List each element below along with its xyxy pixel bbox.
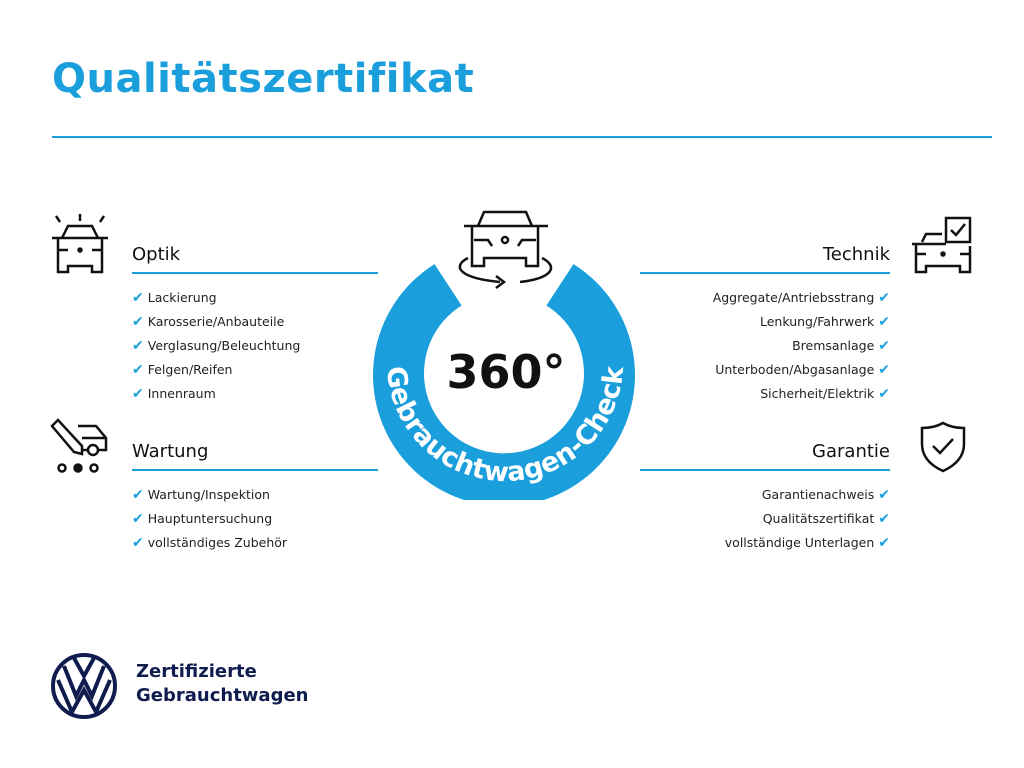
check-icon: ✔ [878,290,890,306]
list-item: ✔ Hauptuntersuchung [132,511,273,527]
car-checklist-icon [912,216,972,274]
check-icon: ✔ [878,362,890,378]
list-item: ✔ vollständiges Zubehör [132,535,288,551]
section-heading: Wartung [132,441,209,462]
check-icon: ✔ [878,338,890,354]
car-lights-icon [52,214,108,274]
section-heading: Optik [132,244,181,265]
360-check-badge: Gebrauchtwagen-Check 360° [373,210,635,500]
page-title: Qualitätszertifikat [52,56,475,102]
section-divider [132,469,378,471]
list-item: Bremsanlage ✔ [792,338,890,354]
badge-360-label: 360° [446,345,565,399]
list-item: Lenkung/Fahrwerk ✔ [760,314,890,330]
section-heading: Garantie [812,441,890,462]
check-icon: ✔ [878,511,890,527]
brand-text: Zertifizierte Gebrauchtwagen [136,661,309,706]
check-icon: ✔ [878,487,890,503]
section-divider [640,272,890,274]
check-icon: ✔ [132,487,144,503]
section-optik: Optik ✔ Lackierung ✔ Karosserie/Anbauteile… [132,242,378,406]
list-item: ✔ Lackierung [132,290,217,306]
check-icon: ✔ [132,314,144,330]
check-icon: ✔ [132,511,144,527]
title-divider [52,136,992,138]
list-item: Sicherheit/Elektrik ✔ [760,386,890,402]
list-item: Aggregate/Antriebsstrang ✔ [712,290,890,306]
check-icon: ✔ [132,290,144,306]
badge-ring [373,264,635,500]
car-service-icon [50,418,108,473]
list-item: Unterboden/Abgasanlage ✔ [715,362,890,378]
section-heading: Technik [822,244,890,265]
check-icon: ✔ [878,314,890,330]
check-icon: ✔ [132,338,144,354]
section-wartung: Wartung ✔ Wartung/Inspektion ✔ Hauptunters… [132,439,378,555]
vw-logo [51,653,117,719]
section-divider [640,469,890,471]
list-item: ✔ Verglasung/Beleuchtung [132,338,301,354]
list-item: Qualitätszertifikat ✔ [762,511,890,527]
list-item: ✔ Innenraum [132,386,216,402]
list-item: ✔ Karosserie/Anbauteile [132,314,285,330]
check-icon: ✔ [878,386,890,402]
shield-check-icon [920,421,966,473]
check-icon: ✔ [878,535,890,551]
list-item: Garantienachweis ✔ [761,487,890,503]
section-garantie: Garantie Garantienachweis ✔ Qualitätszert… [640,439,890,555]
section-divider [132,272,378,274]
car-rotate-icon [458,210,553,289]
check-icon: ✔ [132,362,144,378]
check-icon: ✔ [132,535,144,551]
section-technik: Technik Aggregate/Antriebsstrang ✔ Lenkun… [640,242,890,406]
check-icon: ✔ [132,386,144,402]
list-item: ✔ Felgen/Reifen [132,362,233,378]
list-item: vollständige Unterlagen ✔ [724,535,890,551]
list-item: ✔ Wartung/Inspektion [132,487,270,503]
